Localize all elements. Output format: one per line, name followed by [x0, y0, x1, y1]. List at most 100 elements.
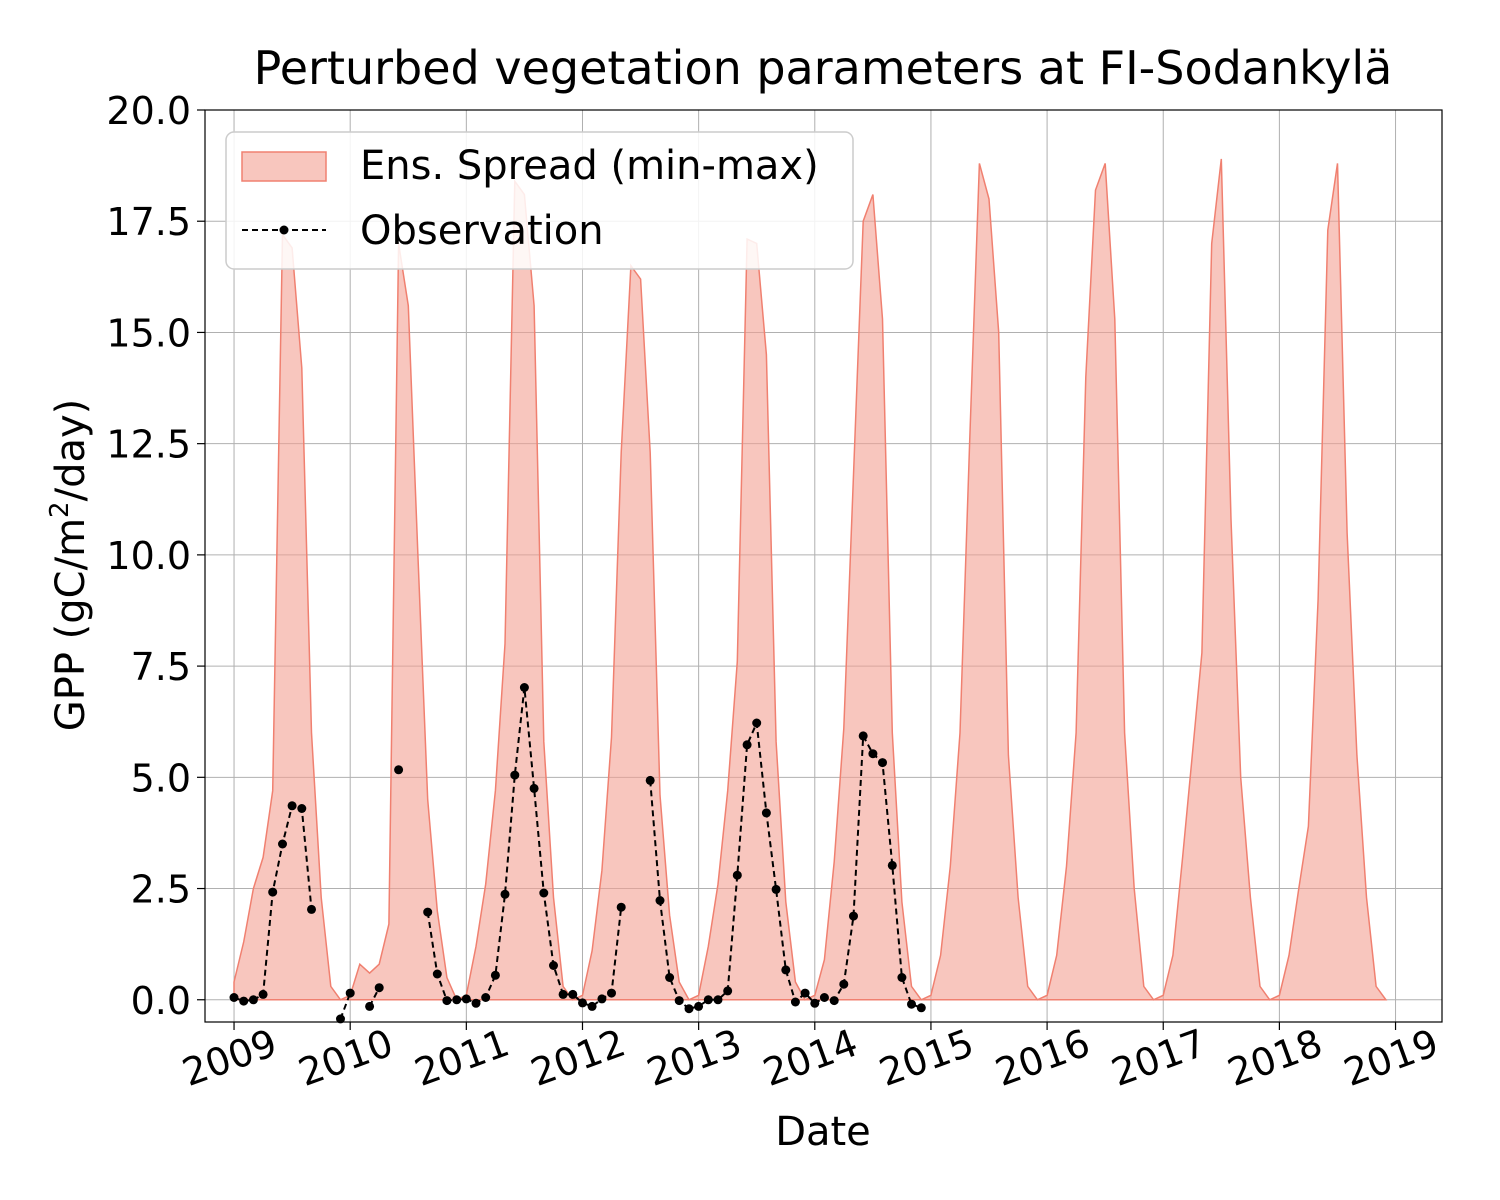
- x-tick-label: 2014: [757, 1021, 863, 1095]
- observation-point: [897, 973, 907, 982]
- observation-point: [442, 996, 452, 1006]
- observation-point: [587, 1001, 597, 1011]
- spread-area: [233, 158, 1388, 1001]
- observation-point: [645, 775, 655, 785]
- x-tick-label: 2011: [409, 1021, 515, 1095]
- x-tick-label: 2017: [1106, 1021, 1212, 1095]
- observation-line: [339, 992, 352, 1020]
- observation-point: [423, 907, 433, 917]
- legend-label-spread: Ens. Spread (min-max): [360, 143, 819, 189]
- ensemble-spread-band: [233, 158, 1388, 1001]
- observation-point: [229, 993, 239, 1002]
- observation-point: [790, 997, 800, 1007]
- observation-point: [810, 998, 820, 1008]
- observation-point: [684, 1004, 694, 1014]
- observation-point: [761, 808, 771, 818]
- x-tick-label: 2010: [293, 1021, 399, 1095]
- y-axis-ticks: 0.0 2.5 5.0 7.5 10.0 12.5 15.0 17.5 20.0: [106, 89, 205, 1023]
- y-tick-label: 0.0: [131, 979, 191, 1023]
- legend-swatch-observation-marker: [279, 225, 289, 235]
- observation-point: [297, 804, 307, 813]
- y-tick-label: 7.5: [131, 645, 191, 689]
- y-tick-label: 20.0: [106, 89, 191, 133]
- observation-point: [916, 1003, 926, 1013]
- y-tick-label: 10.0: [106, 534, 191, 578]
- observation-series: [229, 683, 926, 1024]
- legend: Ens. Spread (min-max) Observation: [225, 131, 854, 270]
- observation-point: [529, 783, 539, 793]
- y-axis-label-superscript: 2: [45, 501, 75, 518]
- y-axis-label-tail: /day): [48, 399, 94, 502]
- observation-point: [452, 995, 462, 1005]
- observation-point: [732, 870, 742, 880]
- x-tick-label: 2016: [990, 1021, 1096, 1095]
- observation-point: [819, 993, 829, 1002]
- observation-point: [752, 718, 762, 728]
- observation-point: [694, 1001, 704, 1011]
- x-tick-label: 2018: [1222, 1021, 1328, 1095]
- chart-title: Perturbed vegetation parameters at FI-So…: [254, 41, 1393, 95]
- observation-point: [868, 749, 878, 759]
- observation-point: [278, 839, 287, 849]
- x-tick-label: 2015: [874, 1021, 980, 1095]
- observation-point: [849, 911, 858, 921]
- observation-point: [258, 989, 268, 999]
- observation-point: [723, 986, 733, 996]
- y-tick-label: 15.0: [106, 311, 191, 355]
- observation-point: [800, 988, 810, 998]
- observation-point: [519, 683, 529, 692]
- observation-point: [549, 961, 558, 970]
- observation-point: [432, 969, 442, 979]
- observation-point: [568, 989, 578, 999]
- observation-point: [878, 758, 887, 768]
- observation-point: [365, 1001, 375, 1011]
- observation-point: [858, 731, 868, 741]
- observation-point: [287, 801, 297, 811]
- x-tick-label: 2019: [1338, 1021, 1444, 1095]
- observation-point: [510, 770, 520, 780]
- observation-point: [307, 904, 316, 914]
- observation-point: [713, 995, 723, 1005]
- observation-point: [539, 888, 549, 898]
- observation-point: [558, 989, 568, 999]
- observation-point: [336, 1014, 345, 1024]
- observation-point: [839, 979, 849, 989]
- observation-point: [345, 988, 355, 998]
- x-axis-ticks: 2009 2010 2011 2012 2013 2014 2015 2016 2017 2018…: [177, 1021, 1444, 1095]
- observation-point: [616, 902, 626, 912]
- observation-point: [703, 995, 713, 1005]
- observation-point: [665, 973, 675, 982]
- y-tick-label: 17.5: [106, 200, 191, 244]
- y-tick-label: 5.0: [131, 756, 191, 800]
- x-axis-label: Date: [775, 1109, 871, 1155]
- observation-point: [481, 993, 491, 1002]
- observation-point: [907, 999, 916, 1009]
- observation-point: [394, 765, 404, 775]
- x-tick-label: 2013: [641, 1021, 747, 1095]
- observation-point: [655, 896, 665, 905]
- observation-point: [500, 889, 510, 899]
- observation-point: [781, 965, 791, 975]
- legend-swatch-spread: [241, 151, 327, 182]
- observation-point: [239, 996, 249, 1006]
- observation-point: [578, 998, 587, 1008]
- y-tick-label: 12.5: [106, 423, 191, 467]
- observation-point: [461, 994, 471, 1004]
- y-axis-label-main: GPP (gC/m: [48, 518, 94, 731]
- observation-point: [674, 996, 684, 1006]
- legend-box: [225, 131, 854, 270]
- legend-label-observation: Observation: [360, 208, 604, 254]
- observation-point: [374, 983, 384, 993]
- x-tick-label: 2009: [177, 1021, 283, 1095]
- observation-point: [771, 884, 781, 894]
- x-tick-label: 2012: [525, 1021, 631, 1095]
- observation-point: [597, 994, 607, 1004]
- y-axis-label: GPP (gC/m2/day): [45, 399, 94, 732]
- observation-point: [268, 887, 278, 897]
- y-tick-label: 2.5: [131, 868, 191, 912]
- plot-frame: [204, 109, 1443, 1023]
- observation-point: [742, 740, 752, 750]
- observation-point: [887, 860, 897, 870]
- observation-point: [829, 996, 839, 1006]
